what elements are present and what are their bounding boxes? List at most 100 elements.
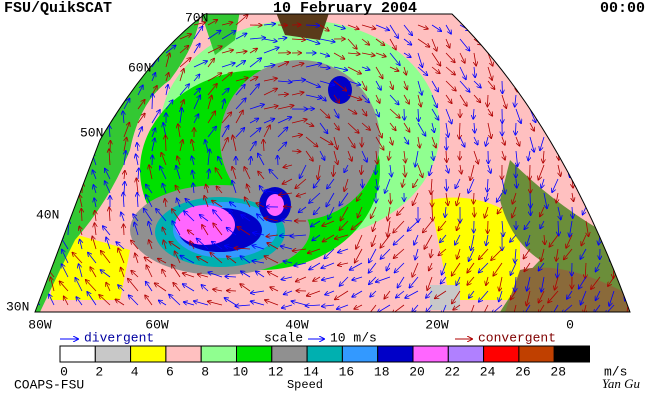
- wind-arrow: [515, 94, 516, 107]
- wind-arrow: [581, 234, 587, 245]
- wind-arrow: [95, 140, 96, 152]
- colorbar-box: [483, 345, 520, 363]
- wind-arrow: [502, 150, 505, 160]
- wind-arrow: [101, 251, 111, 264]
- wind-arrow: [179, 69, 184, 82]
- wind-arrow: [501, 178, 505, 194]
- wind-arrow: [530, 192, 531, 208]
- wind-arrow: [600, 150, 601, 163]
- wind-arrow: [380, 234, 391, 248]
- wind-arrow: [376, 276, 391, 282]
- wind-arrow: [173, 283, 181, 292]
- wind-arrow: [515, 108, 521, 123]
- wind-arrow: [40, 153, 41, 166]
- wind-arrow: [40, 43, 41, 54]
- wind-arrow: [569, 220, 572, 237]
- wind-arrow: [180, 140, 183, 152]
- colorbar-tick-label: 4: [131, 364, 139, 379]
- wind-arrow: [263, 39, 277, 41]
- wind-arrow: [235, 61, 245, 68]
- wind-arrow: [389, 122, 396, 130]
- colorbar-tick-label: 6: [166, 364, 174, 379]
- wind-arrow: [240, 256, 251, 264]
- colorbar-box: [412, 345, 449, 363]
- wind-arrow: [95, 60, 101, 68]
- wind-arrow: [393, 234, 405, 245]
- wind-arrow: [516, 178, 517, 188]
- wind-arrow: [297, 192, 307, 196]
- wind-arrow: [95, 70, 100, 82]
- wind-arrow: [207, 30, 221, 40]
- wind-arrow: [459, 94, 467, 106]
- wind-arrow: [596, 136, 601, 151]
- wind-arrow: [627, 164, 628, 179]
- wind-arrow: [277, 156, 278, 166]
- wind-arrow: [200, 215, 209, 222]
- wind-arrow: [277, 142, 286, 152]
- wind-arrow: [405, 290, 419, 298]
- wind-arrow: [250, 157, 251, 166]
- wind-arrow: [190, 241, 195, 250]
- wind-arrow: [81, 68, 91, 82]
- wind-arrow: [325, 290, 335, 295]
- wind-arrow: [429, 262, 432, 270]
- wind-arrow: [180, 256, 195, 264]
- wind-arrow: [95, 85, 104, 96]
- wind-arrow: [230, 202, 237, 208]
- wind-arrow: [613, 94, 617, 110]
- colorbar-tick-label: 22: [444, 364, 460, 379]
- wind-arrow: [376, 150, 377, 164]
- wind-arrow: [627, 136, 628, 145]
- wind-arrow: [300, 164, 307, 178]
- wind-arrow: [473, 94, 480, 102]
- wind-arrow: [221, 22, 232, 25]
- wind-arrow: [197, 257, 209, 264]
- wind-arrow: [543, 192, 547, 208]
- wind-arrow: [151, 32, 156, 40]
- wind-arrow: [571, 108, 578, 120]
- wind-arrow: [350, 262, 363, 270]
- wind-arrow: [326, 192, 335, 207]
- wind-arrow: [229, 210, 237, 222]
- wind-arrow: [333, 164, 334, 176]
- wind-arrow: [144, 209, 153, 222]
- wind-arrow: [279, 193, 293, 195]
- wind-arrow: [543, 80, 548, 90]
- wind-arrow: [67, 107, 68, 124]
- wind-arrow: [358, 206, 363, 218]
- wind-arrow: [234, 248, 251, 249]
- wind-arrow: [165, 100, 173, 110]
- wind-arrow: [53, 98, 58, 110]
- wind-arrow: [319, 24, 329, 31]
- wind-arrow: [389, 52, 400, 65]
- wind-arrow: [501, 24, 507, 32]
- colorbar-label: Speed: [287, 378, 323, 392]
- wind-arrow: [131, 271, 139, 278]
- wind-arrow: [35, 255, 41, 264]
- wind-arrow: [137, 14, 144, 26]
- wind-arrow: [249, 84, 259, 96]
- wind-arrow: [402, 178, 404, 187]
- wind-arrow: [281, 277, 293, 280]
- wind-arrow: [109, 125, 110, 138]
- wind-arrow: [197, 239, 209, 250]
- wind-arrow: [486, 234, 488, 245]
- wind-arrow: [95, 113, 99, 124]
- wind-arrow: [600, 192, 601, 201]
- wind-arrow: [435, 290, 447, 298]
- wind-arrow: [105, 169, 111, 180]
- wind-arrow: [557, 262, 558, 277]
- wind-arrow: [235, 98, 246, 110]
- wind-arrow: [361, 108, 367, 116]
- wind-arrow: [194, 301, 209, 306]
- wind-arrow: [571, 38, 581, 48]
- wind-arrow: [413, 192, 419, 205]
- wind-arrow: [251, 301, 265, 306]
- wind-arrow: [162, 227, 167, 236]
- wind-arrow: [94, 223, 96, 236]
- wind-arrow: [390, 164, 391, 176]
- wind-arrow: [445, 66, 455, 75]
- wind-arrow: [319, 136, 333, 144]
- colorbar-tick-label: 12: [268, 364, 284, 379]
- wind-arrow: [459, 66, 466, 79]
